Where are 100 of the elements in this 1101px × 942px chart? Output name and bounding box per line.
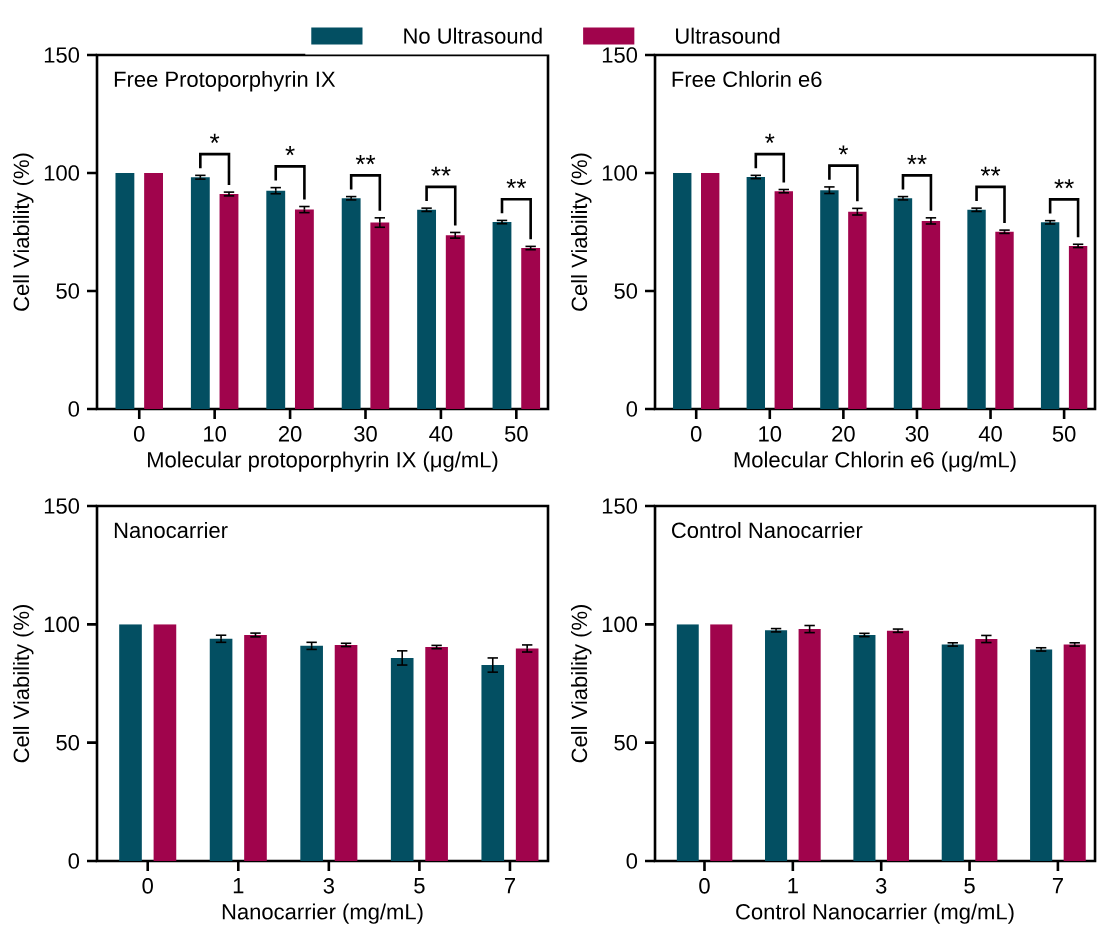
bar	[676, 624, 699, 861]
bar	[209, 638, 233, 861]
annotation: **	[506, 178, 527, 189]
y-tick-label: 100	[44, 616, 80, 633]
x-tick-label: 10	[204, 426, 227, 442]
bar	[798, 629, 821, 861]
x-tick-label: 50	[1052, 426, 1076, 442]
annotation: *	[210, 133, 220, 143]
x-axis-title: Molecular protoporphyrin IX (μg/mL)	[148, 451, 498, 472]
y-tick-label: 0	[626, 401, 638, 417]
x-tick-label: 30	[905, 426, 929, 442]
y-tick-label: 50	[614, 734, 638, 751]
x-axis-title: Nanocarrier (mg/mL)	[222, 903, 423, 924]
bar	[820, 190, 839, 409]
bar	[521, 248, 541, 409]
bar	[244, 634, 267, 861]
bar	[370, 222, 390, 409]
bar	[266, 190, 286, 409]
text: Nanocarrier	[114, 521, 228, 539]
bar	[1030, 649, 1053, 861]
annotation: **	[355, 155, 376, 165]
bar	[1068, 245, 1088, 409]
bar	[1063, 644, 1086, 861]
text: Free Protoporphyrin IX	[114, 70, 336, 92]
y-axis-title: Cell Viability (%)	[13, 605, 34, 763]
bar	[853, 634, 876, 861]
x-tick-label: 0	[699, 878, 710, 894]
x-tick-label: 3	[323, 878, 334, 894]
bar	[921, 220, 941, 409]
y-tick-label: 100	[602, 165, 638, 181]
x-tick-label: 50	[504, 426, 528, 442]
x-tick-label: 0	[690, 426, 702, 442]
annotation: **	[980, 166, 1001, 176]
bar	[425, 647, 448, 861]
bar	[153, 624, 177, 861]
y-tick-label: 0	[626, 853, 638, 869]
bar	[294, 209, 314, 409]
y-tick-label: 150	[602, 47, 638, 63]
x-tick-label: 0	[142, 878, 153, 894]
x-axis-title: Molecular Chlorin e6 (μg/mL)	[734, 451, 1016, 472]
bar	[893, 198, 913, 409]
bar	[848, 211, 867, 409]
bar	[417, 209, 437, 409]
x-tick-label: 30	[354, 426, 377, 442]
y-tick-label: 100	[44, 165, 80, 181]
x-tick-label: 5	[964, 878, 975, 894]
x-tick-label: 7	[504, 878, 515, 894]
bar	[390, 657, 414, 861]
bar	[673, 172, 692, 409]
bar	[144, 172, 163, 409]
bar	[492, 222, 512, 409]
annotation: **	[907, 155, 927, 165]
y-axis-title: Cell Viability (%)	[571, 153, 592, 311]
y-tick-label: 150	[44, 47, 80, 63]
x-tick-label: 40	[429, 426, 453, 442]
bar	[334, 644, 358, 861]
x-tick-label: 20	[832, 426, 855, 442]
x-tick-label: 10	[759, 426, 782, 442]
x-axis-title: Control Nanocarrier (mg/mL)	[736, 903, 1014, 924]
annotation: **	[431, 166, 451, 176]
y-axis-title: Cell Viability (%)	[571, 605, 592, 763]
bar	[746, 177, 766, 409]
bar	[481, 665, 505, 861]
y-axis-title: Cell Viability (%)	[13, 153, 34, 311]
bar	[445, 235, 465, 409]
bar	[995, 231, 1014, 409]
y-tick-label: 150	[602, 498, 638, 514]
bar	[219, 194, 239, 409]
x-tick-label: 1	[233, 878, 244, 894]
bar	[765, 630, 788, 861]
y-tick-label: 50	[56, 734, 80, 751]
bar	[300, 645, 323, 861]
annotation: **	[1054, 179, 1074, 189]
bar	[119, 624, 142, 861]
x-tick-label: 0	[133, 426, 145, 442]
y-tick-label: 50	[56, 283, 80, 299]
bar	[515, 648, 539, 861]
y-tick-label: 50	[614, 283, 638, 299]
bar	[115, 172, 135, 409]
x-tick-label: 7	[1052, 878, 1063, 894]
bar	[710, 624, 733, 861]
bar	[941, 644, 964, 861]
annotation: *	[765, 133, 775, 143]
annotation: *	[838, 145, 849, 155]
annotation: *	[285, 146, 295, 156]
y-tick-label: 100	[602, 616, 638, 633]
bar	[975, 639, 998, 861]
y-tick-label: 0	[68, 401, 80, 417]
bar	[774, 191, 793, 409]
text: Control Nanocarrier	[672, 521, 863, 539]
x-tick-label: 1	[788, 878, 798, 894]
bar	[341, 198, 361, 409]
bar	[967, 209, 986, 409]
legend-label: No Ultrasound	[404, 27, 542, 44]
y-tick-label: 150	[44, 498, 80, 514]
y-tick-label: 0	[68, 853, 80, 869]
x-tick-label: 5	[414, 878, 425, 894]
x-tick-label: 3	[875, 878, 887, 894]
text: Free Chlorin e6	[672, 70, 822, 88]
x-tick-label: 20	[278, 426, 302, 442]
